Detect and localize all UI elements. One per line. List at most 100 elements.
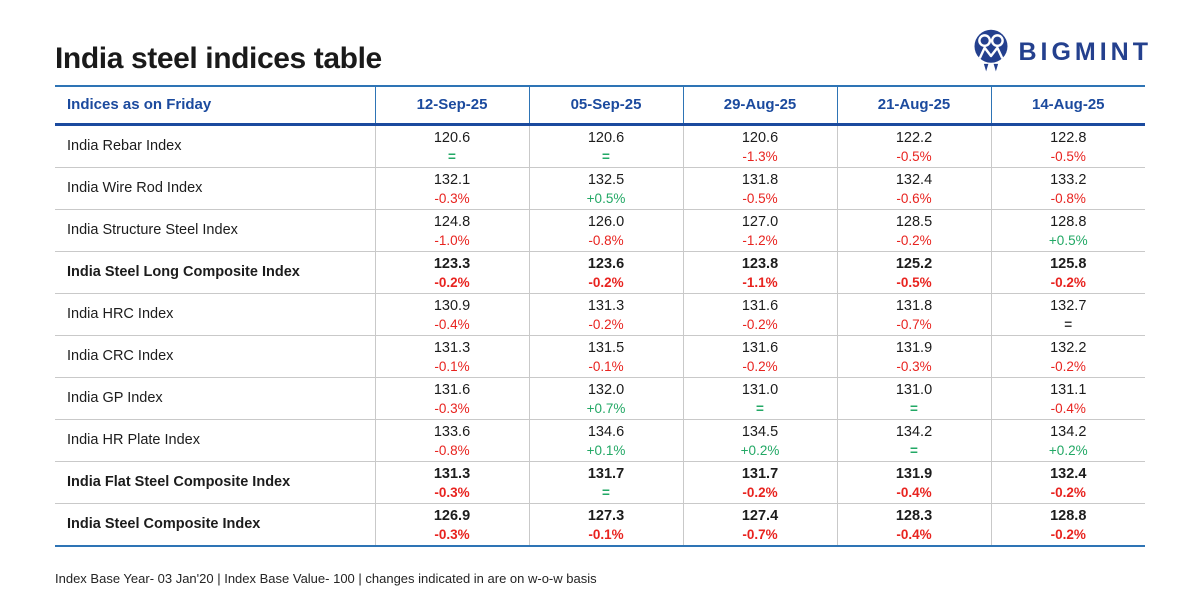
- index-value: 123.8: [741, 255, 779, 272]
- index-change: -1.0%: [434, 232, 470, 248]
- index-name: India CRC Index: [55, 334, 375, 377]
- footnote: Index Base Year- 03 Jan'20 | Index Base …: [55, 571, 597, 586]
- bigmint-people-circle-icon: [973, 28, 1009, 77]
- index-value-cell: 131.6 -0.2%: [682, 292, 837, 335]
- index-name: India HRC Index: [55, 292, 375, 335]
- index-value-cell: 130.9 -0.4%: [374, 292, 529, 335]
- index-value-cell: 134.5 +0.2%: [682, 418, 837, 461]
- index-value: 133.6: [433, 423, 471, 440]
- index-value-cell: 133.2 -0.8%: [990, 166, 1145, 209]
- table-header-row: Indices as on Friday 12-Sep-25 05-Sep-25…: [55, 85, 1145, 126]
- index-value: 131.0: [895, 381, 933, 398]
- index-value: 131.9: [895, 339, 933, 356]
- index-value: 128.3: [895, 507, 933, 524]
- index-value-cell: 131.3 -0.1%: [374, 334, 529, 377]
- index-value-cell: 125.2 -0.5%: [836, 250, 991, 293]
- table-row: India Steel Composite Index 126.9 -0.3% 127…: [55, 502, 1145, 547]
- index-change: -0.2%: [742, 316, 778, 332]
- index-value-cell: 128.8 -0.2%: [990, 502, 1145, 547]
- index-change: -0.3%: [434, 400, 470, 416]
- index-value-cell: 131.6 -0.3%: [374, 376, 529, 419]
- index-value: 131.5: [587, 339, 625, 356]
- index-value: 132.4: [895, 171, 933, 188]
- index-value: 133.2: [1050, 171, 1087, 188]
- index-value-cell: 126.0 -0.8%: [528, 208, 683, 251]
- index-value: 132.1: [433, 171, 471, 188]
- index-change: -0.2%: [742, 484, 778, 500]
- index-value-cell: 123.8 -1.1%: [682, 250, 837, 293]
- index-value-cell: 131.7 =: [528, 460, 683, 503]
- index-change: =: [756, 400, 764, 416]
- index-change: =: [910, 400, 918, 416]
- index-change: -1.3%: [742, 148, 778, 164]
- index-value-cell: 131.0 =: [836, 376, 991, 419]
- index-value-cell: 128.8 +0.5%: [990, 208, 1145, 251]
- index-value: 134.2: [895, 423, 933, 440]
- index-change: -0.2%: [588, 274, 624, 290]
- index-value: 126.9: [433, 507, 471, 524]
- index-value-cell: 131.3 -0.2%: [528, 292, 683, 335]
- index-value: 132.4: [1050, 465, 1087, 482]
- index-value-cell: 131.3 -0.3%: [374, 460, 529, 503]
- index-change: -0.3%: [434, 526, 470, 542]
- index-value: 125.8: [1050, 255, 1087, 272]
- index-change: -0.8%: [434, 442, 470, 458]
- index-name: India Structure Steel Index: [55, 208, 375, 251]
- index-value: 120.6: [433, 129, 471, 146]
- index-change: +0.1%: [586, 442, 626, 458]
- index-change: -0.2%: [434, 274, 470, 290]
- index-value: 131.9: [895, 465, 933, 482]
- index-value: 130.9: [433, 297, 471, 314]
- page-title: India steel indices table: [55, 42, 382, 75]
- column-header-date: 29-Aug-25: [682, 85, 837, 126]
- index-change: =: [1064, 316, 1073, 332]
- index-value-cell: 131.7 -0.2%: [682, 460, 837, 503]
- index-value-cell: 133.6 -0.8%: [374, 418, 529, 461]
- index-change: +0.2%: [740, 442, 780, 458]
- steel-indices-table: Indices as on Friday 12-Sep-25 05-Sep-25…: [55, 85, 1145, 547]
- index-change: -0.4%: [896, 484, 932, 500]
- index-value: 131.0: [741, 381, 779, 398]
- index-value: 131.8: [895, 297, 933, 314]
- index-value-cell: 131.9 -0.4%: [836, 460, 991, 503]
- index-change: -0.5%: [896, 148, 932, 164]
- index-value: 128.8: [1050, 213, 1087, 230]
- index-value: 134.5: [741, 423, 779, 440]
- bigmint-logo: BIGMINT: [973, 28, 1152, 77]
- index-value-cell: 120.6 -1.3%: [682, 123, 837, 167]
- index-change: -0.5%: [896, 274, 932, 290]
- index-value-cell: 132.4 -0.6%: [836, 166, 991, 209]
- index-value: 127.0: [741, 213, 779, 230]
- index-change: +0.7%: [586, 400, 626, 416]
- index-change: =: [602, 148, 610, 164]
- index-change: -0.2%: [742, 358, 778, 374]
- index-value-cell: 123.3 -0.2%: [374, 250, 529, 293]
- index-change: -0.2%: [588, 316, 624, 332]
- index-change: -0.2%: [1050, 484, 1086, 500]
- index-value-cell: 122.2 -0.5%: [836, 123, 991, 167]
- index-value-cell: 131.8 -0.7%: [836, 292, 991, 335]
- index-change: =: [448, 148, 456, 164]
- index-change: -1.1%: [742, 274, 778, 290]
- index-value: 131.6: [433, 381, 471, 398]
- index-value: 127.3: [587, 507, 625, 524]
- index-change: +0.2%: [1048, 442, 1088, 458]
- index-name: India HR Plate Index: [55, 418, 375, 461]
- index-value-cell: 131.8 -0.5%: [682, 166, 837, 209]
- index-value: 124.8: [433, 213, 471, 230]
- index-change: =: [602, 484, 610, 500]
- index-change: -1.2%: [742, 232, 778, 248]
- column-header-date: 05-Sep-25: [528, 85, 683, 126]
- index-change: -0.8%: [1050, 190, 1086, 206]
- index-value: 132.5: [587, 171, 625, 188]
- index-change: -0.8%: [588, 232, 624, 248]
- index-value: 128.8: [1050, 507, 1087, 524]
- index-value-cell: 131.6 -0.2%: [682, 334, 837, 377]
- index-change: -0.6%: [896, 190, 932, 206]
- index-value-cell: 127.3 -0.1%: [528, 502, 683, 547]
- index-change: -0.7%: [896, 316, 932, 332]
- index-value: 131.3: [433, 339, 471, 356]
- index-value: 120.6: [587, 129, 625, 146]
- index-value: 132.0: [587, 381, 625, 398]
- index-value: 126.0: [587, 213, 625, 230]
